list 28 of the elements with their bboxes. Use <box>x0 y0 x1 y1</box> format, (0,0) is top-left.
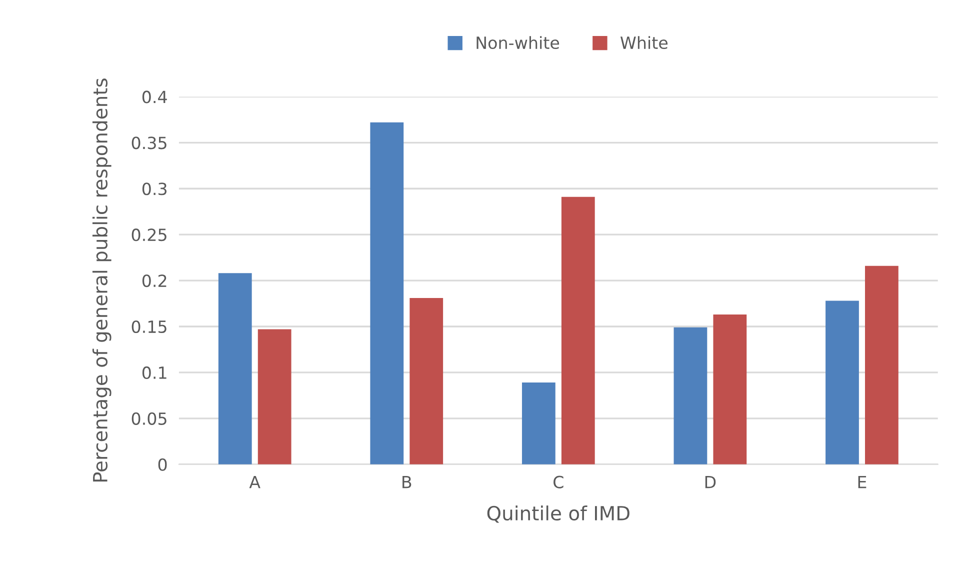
x-tick-label: D <box>705 476 716 488</box>
y-tick-label: 0.35 <box>132 136 166 150</box>
x-tick-label: A <box>249 476 260 488</box>
x-axis-title: Quintile of IMD <box>487 505 630 523</box>
y-tick-label: 0.2 <box>142 274 166 288</box>
x-tick-label: B <box>402 476 412 488</box>
y-tick-label: 0 <box>158 458 167 471</box>
legend-label: Non-white <box>476 36 560 50</box>
y-tick-label: 0.4 <box>142 90 167 104</box>
bar <box>826 300 859 464</box>
y-tick-label: 0.05 <box>132 412 166 425</box>
bar <box>865 266 898 464</box>
legend-label: White <box>620 36 668 50</box>
bar <box>522 382 556 464</box>
x-tick-label: E <box>858 476 866 488</box>
x-tick-label: C <box>554 476 564 488</box>
bar <box>218 273 252 464</box>
y-tick-label: 0.3 <box>142 182 167 196</box>
y-tick-label: 0.1 <box>142 366 166 380</box>
y-axis-title: Percentage of general public respondents <box>92 78 112 482</box>
y-tick-label: 0.15 <box>132 320 166 334</box>
bar <box>561 196 595 464</box>
bar <box>674 327 708 464</box>
bar <box>410 298 444 464</box>
bar <box>370 122 404 464</box>
bar <box>713 314 747 464</box>
bar <box>258 329 292 464</box>
y-tick-label: 0.25 <box>132 228 166 242</box>
